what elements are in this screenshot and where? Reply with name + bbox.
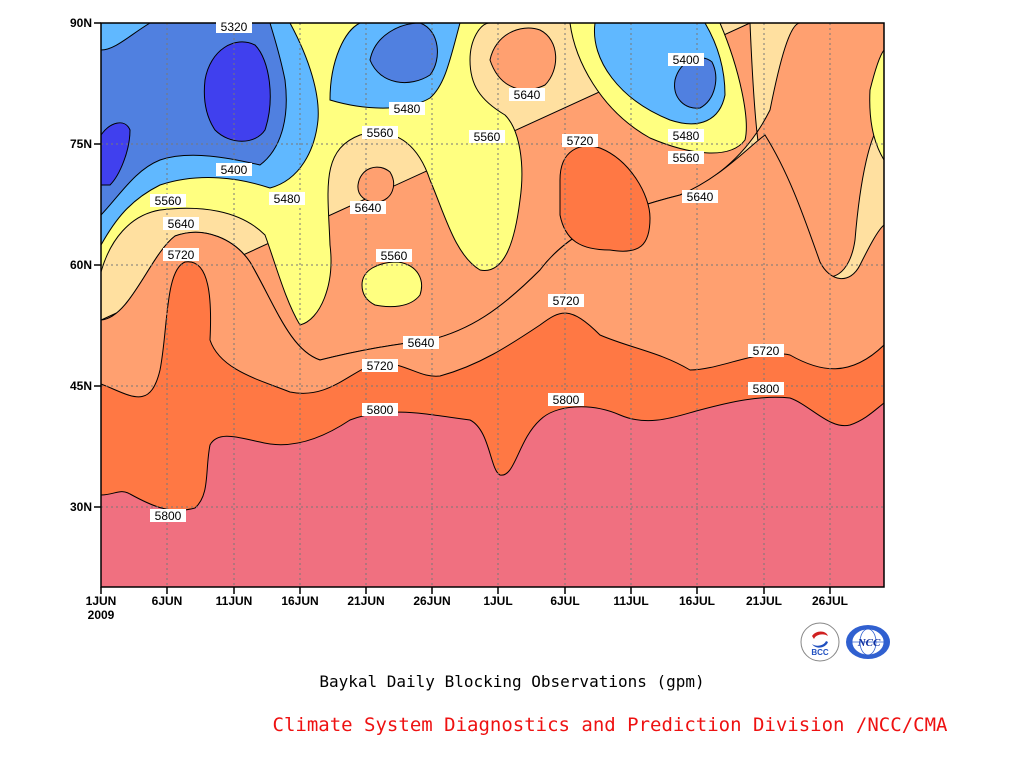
chart-title: Baykal Daily Blocking Observations (gpm): [319, 672, 705, 691]
svg-text:5480: 5480: [274, 192, 301, 206]
x-tick-label: 6JUN: [152, 594, 183, 608]
ncc-logo-icon: NCC: [846, 625, 890, 659]
x-tick-label: 26JUN: [413, 594, 450, 608]
contour-label: 5480: [389, 102, 425, 116]
svg-text:5640: 5640: [355, 201, 382, 215]
contour-label: 5480: [269, 192, 305, 206]
svg-text:5720: 5720: [553, 294, 580, 308]
contour-label: 5560: [668, 151, 704, 165]
contour-label: 5800: [748, 382, 784, 396]
svg-text:5640: 5640: [168, 217, 195, 231]
contour-label: 5720: [562, 134, 598, 148]
contour-label: 5800: [150, 509, 186, 523]
contour-label: 5400: [668, 53, 704, 67]
tick-marks: [94, 22, 831, 594]
y-tick-label: 60N: [70, 258, 92, 272]
contour-fill-5320-b: [369, 23, 438, 83]
contour-fill-5240-b: [101, 122, 131, 186]
contour-label: 5800: [548, 393, 584, 407]
x-tick-label: 1JUL: [483, 594, 512, 608]
x-tick-label: 1JUN: [86, 594, 117, 608]
svg-text:5560: 5560: [474, 130, 501, 144]
contour-label: 5800: [362, 403, 398, 417]
svg-text:5560: 5560: [367, 126, 394, 140]
contour-fill-5640-d: [357, 166, 394, 203]
contour-label: 5560: [469, 130, 505, 144]
svg-text:5560: 5560: [673, 151, 700, 165]
contour-label: 5560: [362, 126, 398, 140]
svg-text:5800: 5800: [155, 509, 182, 523]
contour-fills: [101, 23, 884, 587]
svg-text:5400: 5400: [221, 163, 248, 177]
svg-text:5560: 5560: [381, 249, 408, 263]
contour-label: 5640: [682, 190, 718, 204]
y-tick-label: 30N: [70, 500, 92, 514]
contour-fill-5240: [203, 41, 271, 142]
contour-label: 5400: [216, 163, 252, 177]
contour-fill-5480-b: [361, 261, 422, 308]
contour-label: 5720: [548, 294, 584, 308]
x-tick-label: 21JUL: [746, 594, 782, 608]
svg-text:5800: 5800: [553, 393, 580, 407]
svg-text:5320: 5320: [221, 20, 248, 34]
svg-text:5720: 5720: [753, 344, 780, 358]
svg-text:5640: 5640: [408, 336, 435, 350]
contour-label: 5480: [668, 129, 704, 143]
x-tick-label: 26JUL: [812, 594, 848, 608]
svg-text:5800: 5800: [753, 382, 780, 396]
contour-label: 5720: [163, 248, 199, 262]
y-tick-label: 45N: [70, 379, 92, 393]
x-tick-label: 21JUN: [347, 594, 384, 608]
contour-label: 5640: [403, 336, 439, 350]
contour-fill-5640-c: [489, 27, 557, 91]
svg-text:5720: 5720: [168, 248, 195, 262]
svg-text:5720: 5720: [567, 134, 594, 148]
contour-label: 5320: [216, 20, 252, 34]
x-tick-label: 6JUL: [550, 594, 579, 608]
x-tick-label: 16JUL: [679, 594, 715, 608]
contour-label: 5640: [350, 201, 386, 215]
svg-text:5720: 5720: [367, 359, 394, 373]
x-tick-label: 11JUN: [216, 594, 253, 608]
contour-label: 5640: [509, 88, 545, 102]
contour-label: 5560: [376, 249, 412, 263]
contour-label: 5640: [163, 217, 199, 231]
svg-text:5560: 5560: [155, 194, 182, 208]
grid-lines: [101, 23, 884, 587]
contour-fill-5480-c: [869, 49, 884, 161]
x-tick-labels: 1JUN 6JUN 11JUN 16JUN 21JUN 26JUN 1JUL 6…: [86, 594, 848, 622]
svg-text:5640: 5640: [514, 88, 541, 102]
ncc-logo-text: NCC: [857, 637, 881, 649]
svg-text:5480: 5480: [673, 129, 700, 143]
bcc-logo-icon: BCC: [800, 622, 840, 662]
contour-label: 5720: [748, 344, 784, 358]
contour-labels: 5320 5400 5400 5480 5480 5480 5560 5560 …: [150, 20, 784, 523]
y-tick-label: 90N: [70, 16, 92, 30]
x-tick-label: 11JUL: [613, 594, 648, 608]
credit-line: Climate System Diagnostics and Predictio…: [272, 714, 948, 736]
y-tick-label: 75N: [70, 137, 92, 151]
year-label: 2009: [88, 608, 115, 622]
x-tick-label: 16JUN: [281, 594, 318, 608]
plot-frame: [100, 22, 885, 588]
svg-text:5800: 5800: [367, 403, 394, 417]
svg-text:5640: 5640: [687, 190, 714, 204]
svg-text:5480: 5480: [394, 102, 421, 116]
contour-label: 5720: [362, 359, 398, 373]
svg-text:5400: 5400: [673, 53, 700, 67]
contour-label: 5560: [150, 194, 186, 208]
y-tick-labels: 30N 45N 60N 75N 90N: [70, 16, 92, 514]
contour-fill-5800: [101, 396, 884, 587]
bcc-logo-text: BCC: [811, 648, 829, 657]
